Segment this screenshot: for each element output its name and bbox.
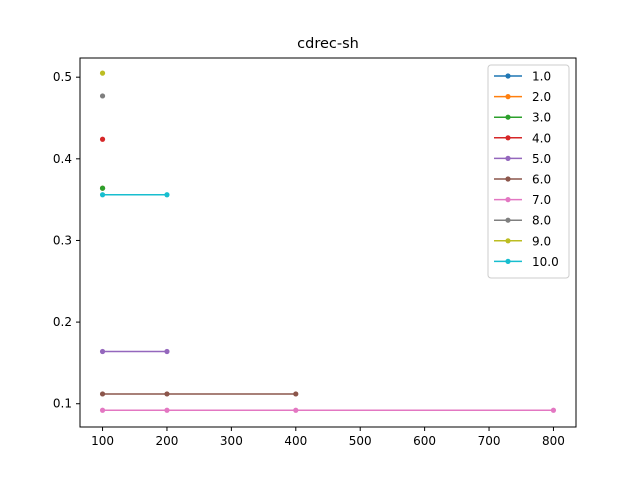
legend-entry-6: 6.0: [494, 173, 551, 187]
legend-label-8: 8.0: [532, 214, 551, 228]
legend-entry-5: 5.0: [494, 152, 551, 166]
x-tick-label-3: 300: [220, 434, 243, 448]
x-tick-label-8: 800: [542, 434, 565, 448]
series-5: [99, 348, 170, 355]
series-7-point-1: [99, 407, 106, 413]
series-7-point-3: [293, 407, 299, 413]
legend-label-9: 9.0: [532, 234, 551, 248]
legend-entry-8: 8.0: [494, 214, 551, 228]
legend-label-3: 3.0: [532, 111, 551, 125]
x-tick-label-2: 200: [156, 434, 179, 448]
legend-swatch-marker-2: [505, 94, 511, 100]
legend: 1.0 2.0 3.0 4.0 5.0 6.0 7.0 8.0 9.0 10.0: [487, 64, 570, 279]
legend-swatch-marker-9: [505, 238, 511, 244]
series-7-point-4: [550, 407, 557, 413]
legend-entry-4: 4.0: [494, 131, 551, 145]
legend-entry-10: 10.0: [494, 255, 559, 269]
legend-label-2: 2.0: [532, 90, 551, 104]
series-7-point-2: [164, 407, 170, 413]
series-layer: [99, 70, 557, 413]
series-10-point-1: [99, 192, 106, 198]
series-5-point-2: [164, 348, 170, 355]
legend-label-5: 5.0: [532, 152, 551, 166]
series-7: [99, 407, 557, 413]
series-8-point-1: [99, 93, 106, 99]
series-10: [99, 192, 170, 198]
legend-label-1: 1.0: [532, 70, 551, 84]
y-tick-label-4: 0.4: [53, 152, 72, 166]
series-3-point-1: [99, 185, 106, 191]
legend-swatch-marker-3: [505, 114, 511, 120]
y-tick-label-5: 0.5: [53, 70, 72, 84]
legend-label-6: 6.0: [532, 173, 551, 187]
chart-title: cdrec-sh: [297, 36, 359, 52]
series-3: [99, 185, 106, 191]
legend-label-10: 10.0: [532, 255, 559, 269]
series-4: [99, 136, 106, 142]
x-tick-label-6: 600: [413, 434, 436, 448]
x-tick-label-1: 100: [91, 434, 114, 448]
plot-frame: [79, 57, 577, 428]
legend-entry-9: 9.0: [494, 234, 551, 248]
x-tick-label-5: 500: [349, 434, 372, 448]
series-5-point-1: [99, 348, 106, 355]
x-tick-label-4: 400: [284, 434, 307, 448]
y-tick-label-2: 0.2: [53, 315, 72, 329]
legend-swatch-marker-5: [505, 155, 511, 161]
legend-entry-1: 1.0: [494, 70, 551, 84]
legend-entry-7: 7.0: [494, 193, 551, 207]
legend-entry-3: 3.0: [494, 111, 551, 125]
legend-entry-2: 2.0: [494, 90, 551, 104]
y-tick-label-1: 0.1: [53, 397, 72, 411]
series-9-point-1: [99, 70, 106, 76]
series-4-point-1: [99, 136, 106, 142]
legend-swatch-marker-10: [505, 258, 511, 264]
axes-layer: 100 200 300 400 500 600 700 800 0.1 0.2 0.3 0.4 0.5: [53, 57, 577, 448]
series-6-point-1: [99, 391, 106, 397]
legend-swatch-marker-1: [505, 73, 511, 79]
series-6: [99, 391, 299, 397]
legend-swatch-marker-8: [505, 217, 511, 223]
y-tick-label-3: 0.3: [53, 233, 72, 247]
x-tick-label-7: 700: [478, 434, 501, 448]
series-6-point-2: [164, 391, 170, 397]
legend-swatch-marker-4: [505, 135, 511, 141]
legend-label-7: 7.0: [532, 193, 551, 207]
series-9: [99, 70, 106, 76]
series-8: [99, 93, 106, 99]
legend-swatch-marker-6: [505, 176, 511, 182]
legend-swatch-marker-7: [505, 197, 511, 203]
series-6-point-3: [293, 391, 299, 397]
legend-label-4: 4.0: [532, 131, 551, 145]
series-10-point-2: [164, 192, 170, 198]
